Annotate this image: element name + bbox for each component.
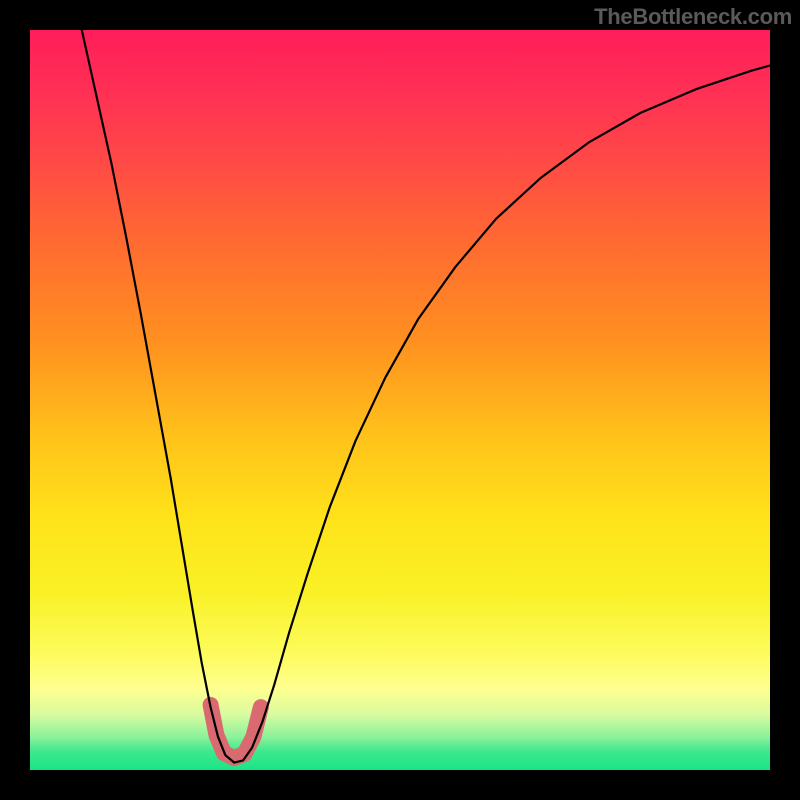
chart-container: TheBottleneck.com (0, 0, 800, 800)
watermark-text: TheBottleneck.com (594, 4, 792, 30)
bottleneck-chart (30, 30, 770, 770)
plot-background (30, 30, 770, 770)
